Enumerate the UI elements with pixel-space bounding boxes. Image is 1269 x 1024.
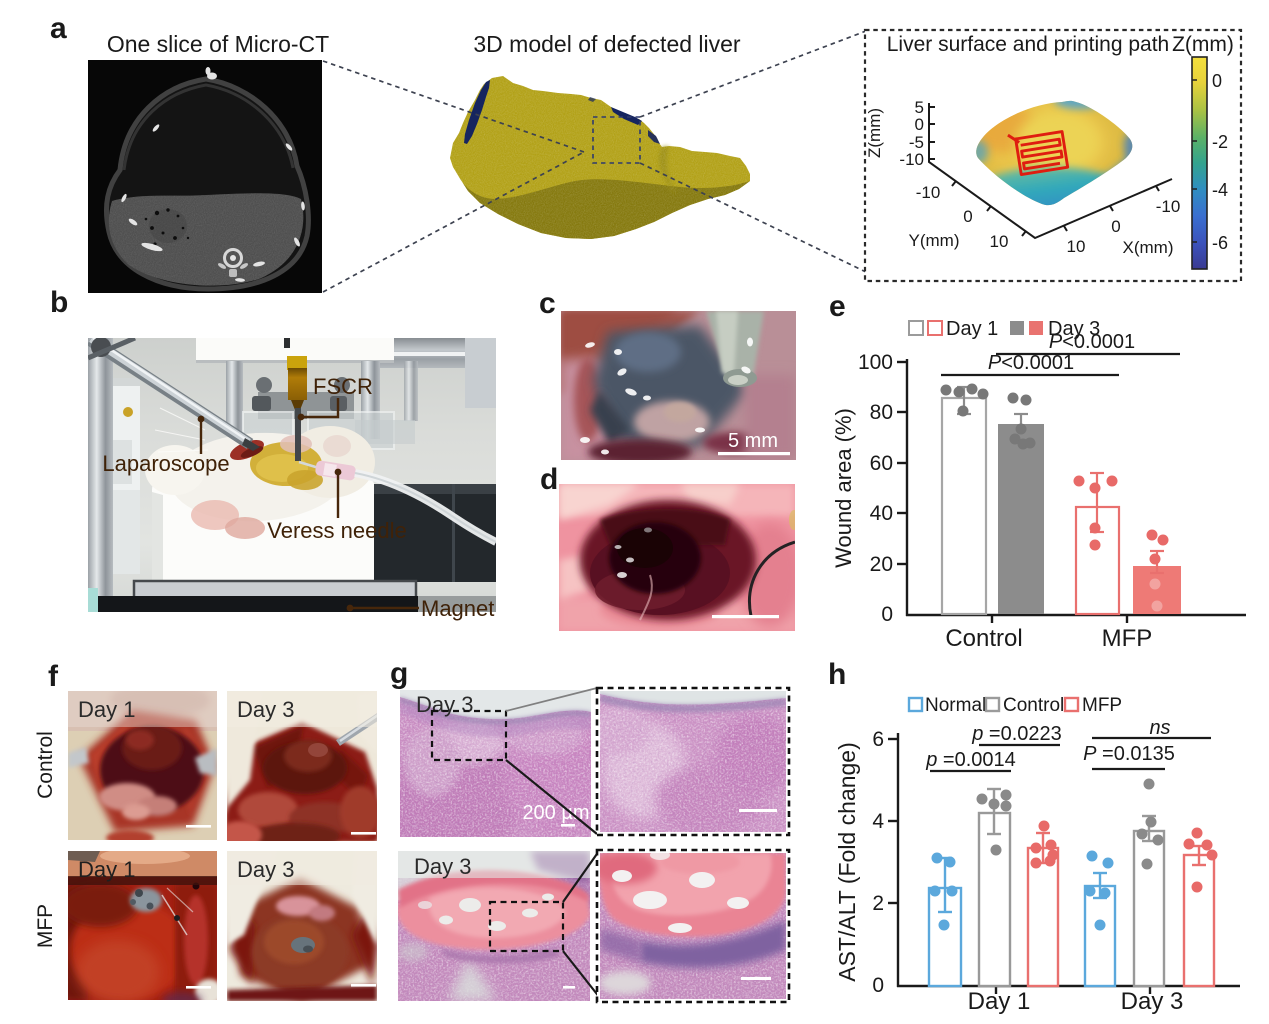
svg-text:10: 10	[1067, 237, 1086, 256]
svg-text:MFP: MFP	[1102, 625, 1153, 652]
svg-text:One slice of Micro-CT: One slice of Micro-CT	[107, 31, 329, 57]
svg-text:Day 3: Day 3	[237, 697, 294, 722]
svg-text:Magnet: Magnet	[421, 596, 494, 621]
svg-text:Day 1: Day 1	[78, 697, 135, 722]
svg-text:Day 1: Day 1	[946, 318, 998, 340]
svg-text:3D model of defected liver: 3D model of defected liver	[473, 31, 741, 57]
svg-text:f: f	[48, 660, 59, 693]
svg-text:80: 80	[870, 401, 893, 424]
svg-text:d: d	[540, 463, 558, 496]
svg-text:2: 2	[872, 892, 884, 915]
svg-text:g: g	[390, 657, 408, 690]
svg-text:c: c	[539, 287, 556, 320]
svg-text:Z(mm): Z(mm)	[865, 108, 884, 158]
svg-text:MFP: MFP	[34, 904, 57, 948]
svg-text:Day 1: Day 1	[968, 988, 1031, 1015]
svg-text:b: b	[50, 286, 68, 319]
svg-text:0: 0	[872, 974, 884, 997]
svg-text:0: 0	[1111, 217, 1120, 236]
svg-text:a: a	[50, 12, 67, 45]
svg-text:h: h	[828, 658, 846, 691]
svg-text:Day 3: Day 3	[414, 854, 471, 879]
svg-text:Liver surface and printing pat: Liver surface and printing path	[887, 33, 1170, 56]
svg-text:-10: -10	[916, 183, 941, 202]
svg-text:-4: -4	[1212, 180, 1228, 200]
svg-text:0: 0	[881, 603, 893, 626]
svg-text:Day 3: Day 3	[1121, 988, 1184, 1015]
svg-text:P<0.0001: P<0.0001	[988, 352, 1074, 374]
svg-text:Veress needle: Veress needle	[267, 518, 406, 543]
svg-text:-6: -6	[1212, 233, 1228, 253]
svg-text:-5: -5	[909, 133, 924, 152]
svg-text:Control: Control	[34, 731, 57, 799]
svg-text:0: 0	[1212, 71, 1222, 91]
svg-text:6: 6	[872, 728, 884, 751]
svg-text:0: 0	[915, 115, 924, 134]
svg-text:200 µm: 200 µm	[522, 802, 589, 824]
svg-text:0: 0	[963, 207, 972, 226]
svg-text:20: 20	[870, 553, 893, 576]
svg-text:60: 60	[870, 452, 893, 475]
svg-text:e: e	[829, 290, 846, 323]
svg-text:100: 100	[858, 351, 893, 374]
svg-text:-10: -10	[1156, 197, 1181, 216]
svg-text:Wound area (%): Wound area (%)	[831, 408, 856, 568]
svg-text:40: 40	[870, 502, 893, 525]
svg-text:Control: Control	[945, 625, 1022, 652]
svg-text:Day 3: Day 3	[237, 857, 294, 882]
svg-text:5 mm: 5 mm	[728, 430, 778, 452]
svg-text:4: 4	[872, 810, 884, 833]
svg-text:Laparoscope: Laparoscope	[102, 451, 229, 476]
svg-text:AST/ALT (Fold change): AST/ALT (Fold change)	[834, 742, 860, 981]
svg-text:Control: Control	[1003, 695, 1064, 716]
svg-text:MFP: MFP	[1082, 695, 1122, 716]
svg-text:-10: -10	[899, 150, 924, 169]
svg-text:Normal: Normal	[925, 695, 986, 716]
svg-text:p =0.0014: p =0.0014	[925, 749, 1016, 771]
svg-text:FSCR: FSCR	[313, 374, 373, 399]
svg-text:P =0.0135: P =0.0135	[1083, 743, 1175, 765]
svg-text:X(mm): X(mm)	[1123, 238, 1174, 257]
svg-text:Day 3: Day 3	[1048, 318, 1100, 340]
svg-text:Z(mm): Z(mm)	[1172, 33, 1234, 56]
svg-text:5: 5	[915, 98, 924, 117]
svg-text:P<0.0001: P<0.0001	[1049, 331, 1135, 353]
svg-text:-2: -2	[1212, 132, 1228, 152]
svg-text:p =0.0223: p =0.0223	[971, 723, 1062, 745]
svg-text:Day 3: Day 3	[416, 692, 473, 717]
svg-text:Y(mm): Y(mm)	[909, 231, 960, 250]
svg-text:10: 10	[990, 232, 1009, 251]
svg-text:Day 1: Day 1	[78, 857, 135, 882]
svg-text:ns: ns	[1149, 717, 1170, 739]
